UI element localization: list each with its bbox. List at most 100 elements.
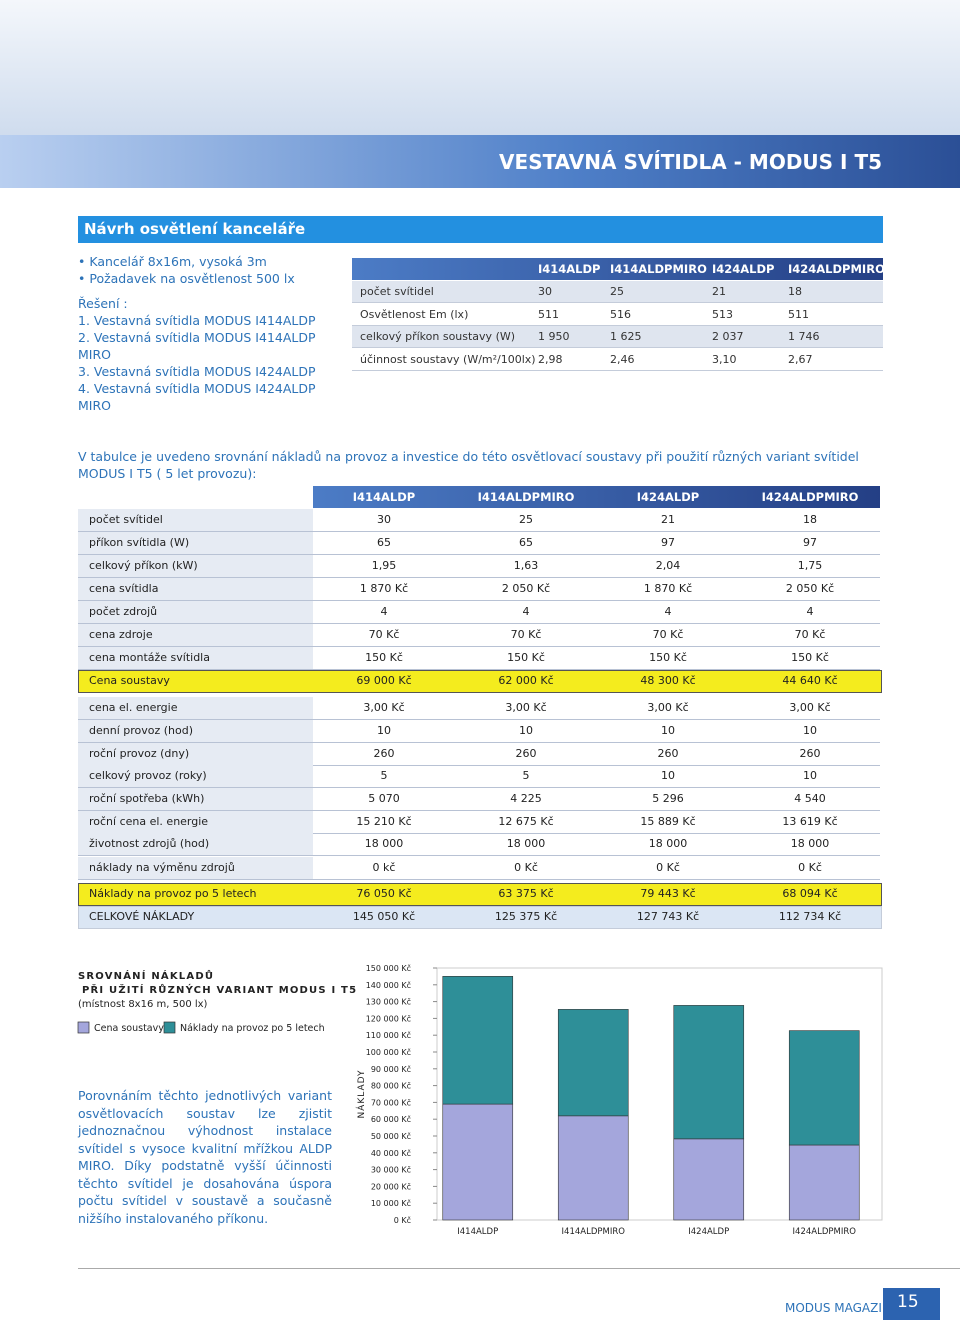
row-label-bg (78, 720, 313, 743)
row-label-bg (78, 509, 313, 532)
column-header: I424ALDPMIRO (788, 262, 885, 276)
bar-segment (442, 1103, 514, 1221)
row-label: cena zdroje (89, 628, 153, 641)
row-label: celkový příkon (kW) (89, 559, 198, 572)
section-bar (78, 216, 883, 243)
row-line (313, 742, 880, 743)
cell: 2 050 Kč (501, 582, 551, 595)
y-tick-label: 100 000 Kč (366, 1047, 411, 1057)
cell: 2,46 (610, 352, 635, 366)
bar-segment (673, 1138, 745, 1221)
row-label-bg (78, 833, 313, 856)
cell: 3,00 Kč (789, 701, 831, 714)
row-label: roční cena el. energie (89, 815, 209, 828)
row-label-bg (78, 765, 313, 788)
page-box (883, 1288, 940, 1320)
cell: 150 Kč (791, 651, 829, 664)
row (78, 670, 882, 693)
cell: 65 (377, 536, 391, 549)
y-tick-label: 70 000 Kč (371, 1097, 411, 1107)
column-header: I414ALDPMIRO (477, 490, 575, 504)
cell: 10 (661, 769, 675, 782)
rule (78, 1268, 960, 1269)
title-band (0, 135, 960, 188)
y-axis-label: NÁKLADY (355, 1069, 367, 1118)
cell: 1 870 Kč (359, 582, 409, 595)
cell: 2 037 (712, 330, 744, 344)
cell: 48 300 Kč (640, 674, 696, 687)
row-label-bg (78, 555, 313, 578)
chart-text: Porovnáním těchto jednotlivých variant o… (78, 1088, 332, 1226)
y-tick-label: 140 000 Kč (366, 980, 411, 990)
cell: 5 296 (652, 792, 684, 805)
y-tick-label: 60 000 Kč (371, 1114, 411, 1124)
cell: 70 Kč (368, 628, 400, 641)
cell: 15 210 Kč (356, 815, 412, 828)
row-label-bg (78, 647, 313, 670)
cell: 0 Kč (798, 861, 822, 874)
page-title: VESTAVNÁ SVÍTIDLA - MODUS I T5 (499, 150, 882, 174)
cell: 1 870 Kč (643, 582, 693, 595)
cell: 76 050 Kč (356, 887, 412, 900)
row (352, 303, 883, 326)
cell: 3,10 (712, 352, 737, 366)
cell: 2,67 (788, 352, 813, 366)
row-label: cena montáže svítidla (89, 651, 210, 664)
cell: 4 225 (510, 792, 542, 805)
bar-segment (788, 1030, 860, 1146)
cell: 4 (380, 605, 388, 618)
legend-swatch (163, 1021, 176, 1034)
bar-segment (557, 1009, 629, 1117)
header-row (352, 258, 883, 280)
section-title: Návrh osvětlení kanceláře (84, 220, 306, 238)
intro-line: • Kancelář 8x16m, vysoká 3m (78, 254, 267, 269)
cell: 65 (519, 536, 533, 549)
row-line (313, 765, 880, 766)
intro-line: • Požadavek na osvětlenost 500 lx (78, 271, 295, 286)
row-line (313, 787, 880, 788)
row-label: Cena soustavy (89, 674, 170, 687)
y-tick-label: 80 000 Kč (371, 1081, 411, 1091)
row-line (313, 855, 880, 856)
cell: 0 Kč (514, 861, 538, 874)
row-label: celkový příkon soustavy (W) (360, 330, 516, 344)
row-label-bg (78, 624, 313, 647)
legend-swatch (77, 1021, 90, 1034)
row-line (313, 719, 880, 720)
cell: 150 Kč (507, 651, 545, 664)
cell: 4 (664, 605, 672, 618)
cell: 68 094 Kč (782, 887, 838, 900)
row-line (313, 669, 880, 670)
cell: 10 (803, 724, 817, 737)
cell: 97 (803, 536, 817, 549)
y-tick-label: 120 000 Kč (366, 1013, 411, 1023)
bar-segment (442, 976, 514, 1105)
cell: 5 (522, 769, 530, 782)
magazine-name: MODUS MAGAZIN (785, 1301, 891, 1315)
intro-line: 3. Vestavná svítidla MODUS I424ALDP (78, 364, 316, 379)
row (352, 281, 883, 303)
cell: 21 (712, 285, 726, 298)
cell: 1,75 (797, 559, 823, 572)
cell: 0 Kč (656, 861, 680, 874)
cell: 150 Kč (365, 651, 403, 664)
row-label: životnost zdrojů (hod) (89, 837, 210, 850)
chart-title: SROVNÁNÍ NÁKLADŮ (78, 969, 214, 982)
row-line (313, 879, 880, 880)
cell: 4 (522, 605, 530, 618)
cell: 2 050 Kč (785, 582, 835, 595)
cell: 513 (712, 307, 733, 321)
row-label: CELKOVÉ NÁKLADY (89, 910, 195, 923)
cell: 260 (373, 747, 395, 760)
y-tick-label: 20 000 Kč (371, 1181, 411, 1191)
plot-frame (436, 967, 883, 1221)
cell: 62 000 Kč (498, 674, 554, 687)
cell: 44 640 Kč (782, 674, 838, 687)
cell: 516 (610, 307, 631, 321)
cell: 18 (803, 513, 817, 526)
cell: 127 743 Kč (636, 910, 700, 923)
cell: 1 625 (610, 330, 642, 344)
cell: 125 375 Kč (494, 910, 558, 923)
x-tick-label: I424ALDPMIRO (793, 1227, 857, 1237)
